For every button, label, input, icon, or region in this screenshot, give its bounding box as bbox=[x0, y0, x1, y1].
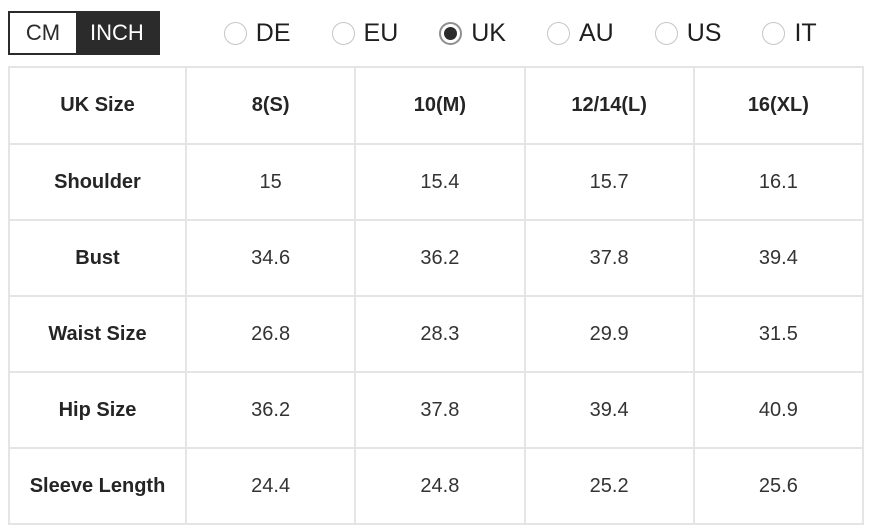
region-label: IT bbox=[794, 18, 817, 47]
radio-icon bbox=[546, 21, 570, 45]
size-chart-toolbar: CM INCH DE EU UK AU US IT bbox=[0, 0, 872, 66]
measurement-cell: 39.4 bbox=[523, 371, 695, 449]
region-option-eu[interactable]: EU bbox=[331, 18, 399, 48]
column-header: 8(S) bbox=[184, 66, 357, 145]
region-option-it[interactable]: IT bbox=[762, 18, 817, 48]
measurement-cell: 15.7 bbox=[523, 143, 695, 221]
measurement-cell: 40.9 bbox=[692, 371, 865, 449]
measurement-cell: 15.4 bbox=[354, 143, 526, 221]
unit-option-inch[interactable]: INCH bbox=[76, 13, 158, 53]
region-label: EU bbox=[363, 18, 399, 47]
measurement-cell: 24.8 bbox=[354, 447, 526, 525]
region-option-uk[interactable]: UK bbox=[439, 19, 506, 48]
measurement-cell: 24.4 bbox=[184, 447, 357, 525]
radio-icon bbox=[331, 21, 355, 45]
table-row-sleeve-length: Sleeve Length 24.4 24.8 25.2 25.6 bbox=[8, 447, 865, 525]
column-header: UK Size bbox=[8, 66, 187, 145]
row-label: Shoulder bbox=[8, 143, 187, 221]
region-label: DE bbox=[255, 18, 291, 47]
region-label: US bbox=[686, 18, 722, 47]
measurement-cell: 37.8 bbox=[354, 371, 526, 449]
measurement-cell: 28.3 bbox=[354, 295, 526, 373]
region-label: UK bbox=[471, 18, 506, 47]
column-header: 12/14(L) bbox=[523, 66, 695, 145]
measurement-cell: 15 bbox=[184, 143, 357, 221]
region-label: AU bbox=[578, 18, 614, 47]
column-header: 10(M) bbox=[354, 66, 526, 145]
measurement-cell: 31.5 bbox=[692, 295, 865, 373]
measurement-cell: 16.1 bbox=[692, 143, 865, 221]
measurement-cell: 26.8 bbox=[184, 295, 357, 373]
measurement-cell: 36.2 bbox=[354, 219, 526, 297]
measurement-cell: 25.2 bbox=[523, 447, 695, 525]
region-option-de[interactable]: DE bbox=[223, 18, 291, 48]
size-table: UK Size 8(S) 10(M) 12/14(L) 16(XL) Shoul… bbox=[8, 66, 865, 525]
region-option-us[interactable]: US bbox=[654, 18, 722, 48]
measurement-cell: 36.2 bbox=[184, 371, 357, 449]
measurement-cell: 29.9 bbox=[523, 295, 695, 373]
measurement-cell: 25.6 bbox=[692, 447, 865, 525]
table-row-hip: Hip Size 36.2 37.8 39.4 40.9 bbox=[8, 371, 865, 449]
radio-icon bbox=[654, 21, 678, 45]
radio-icon bbox=[439, 21, 463, 45]
measurement-cell: 39.4 bbox=[692, 219, 865, 297]
measurement-cell: 37.8 bbox=[523, 219, 695, 297]
row-label: Waist Size bbox=[8, 295, 187, 373]
measurement-cell: 34.6 bbox=[184, 219, 357, 297]
row-label: Hip Size bbox=[8, 371, 187, 449]
size-table-header-row: UK Size 8(S) 10(M) 12/14(L) 16(XL) bbox=[8, 66, 865, 145]
unit-option-cm[interactable]: CM bbox=[10, 13, 76, 53]
column-header: 16(XL) bbox=[692, 66, 865, 145]
table-row-bust: Bust 34.6 36.2 37.8 39.4 bbox=[8, 219, 865, 297]
radio-icon bbox=[223, 21, 247, 45]
table-row-waist: Waist Size 26.8 28.3 29.9 31.5 bbox=[8, 295, 865, 373]
unit-toggle: CM INCH bbox=[8, 11, 160, 55]
radio-icon bbox=[762, 21, 786, 45]
table-row-shoulder: Shoulder 15 15.4 15.7 16.1 bbox=[8, 143, 865, 221]
region-option-au[interactable]: AU bbox=[546, 18, 614, 48]
row-label: Bust bbox=[8, 219, 187, 297]
region-selector: DE EU UK AU US IT bbox=[223, 18, 817, 48]
row-label: Sleeve Length bbox=[8, 447, 187, 525]
